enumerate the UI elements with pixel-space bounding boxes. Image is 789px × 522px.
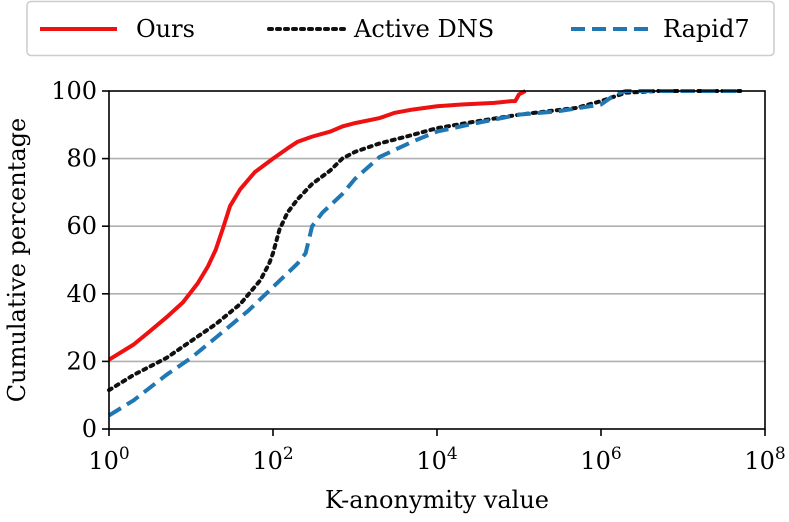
y-tick-label: 20 xyxy=(66,347,97,375)
x-tick-label: 106 xyxy=(580,444,621,475)
y-tick-label: 40 xyxy=(66,280,97,308)
x-tick-label: 108 xyxy=(744,444,785,475)
y-tick-label: 80 xyxy=(66,145,97,173)
grid-lines xyxy=(109,157,765,363)
series-lines xyxy=(107,89,743,418)
plot-frame xyxy=(108,90,766,430)
y-tick-label: 0 xyxy=(82,415,97,443)
y-tick-label: 100 xyxy=(51,77,97,105)
series-line-ours xyxy=(107,89,527,362)
series-line-active-dns xyxy=(107,89,743,393)
legend-label-active-dns: Active DNS xyxy=(353,15,494,43)
series-line-rapid7 xyxy=(107,89,741,418)
legend: Ours Active DNS Rapid7 xyxy=(26,0,775,57)
legend-label-ours: Ours xyxy=(136,15,195,43)
axis-ticks: 0 20 40 60 80 100 100 102 104 106 108 xyxy=(51,77,786,475)
legend-frame xyxy=(26,0,775,57)
y-tick-label: 60 xyxy=(66,212,97,240)
x-tick-label: 100 xyxy=(88,444,129,475)
x-axis-label: K-anonymity value xyxy=(325,486,549,514)
x-tick-label: 104 xyxy=(416,444,457,475)
y-axis-label: Cumulative percentage xyxy=(3,118,31,402)
legend-label-rapid7: Rapid7 xyxy=(663,15,750,43)
x-tick-label: 102 xyxy=(252,444,293,475)
